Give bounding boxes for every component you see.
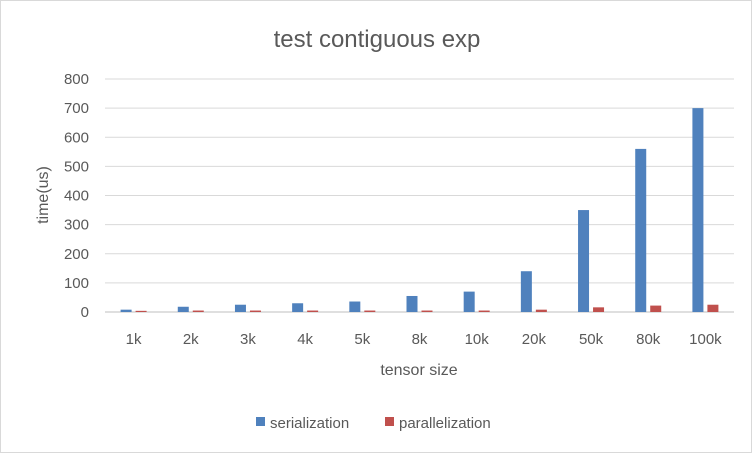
- bar-serialization-10k: [463, 291, 475, 312]
- y-tick-label: 200: [64, 246, 89, 263]
- bar-serialization-100k: [692, 108, 704, 312]
- bar-serialization-5k: [349, 301, 361, 312]
- y-tick-label: 0: [81, 304, 89, 321]
- y-tick-label: 600: [64, 129, 89, 146]
- y-tick-label: 300: [64, 217, 89, 234]
- bar-parallelization-20k: [535, 309, 547, 312]
- legend-label-parallelization: parallelization: [399, 415, 491, 432]
- x-tick-label: 4k: [297, 331, 313, 348]
- bar-serialization-80k: [635, 148, 647, 312]
- gridlines: [105, 78, 734, 313]
- bar-serialization-50k: [578, 210, 590, 312]
- y-tick-label: 800: [64, 71, 89, 88]
- x-axis-ticks: 1k 2k 3k 4k 5k 8k 10k 20k 50k 80k 100k: [126, 331, 723, 348]
- y-axis-title: time(us): [35, 166, 52, 224]
- legend: serialization parallelization: [256, 415, 491, 432]
- bar-parallelization-1k: [135, 310, 147, 312]
- bar-parallelization-50k: [593, 307, 605, 312]
- bar-parallelization-2k: [192, 310, 204, 312]
- x-axis-title: tensor size: [380, 362, 457, 379]
- x-tick-label: 80k: [636, 331, 661, 348]
- chart-title: test contiguous exp: [274, 26, 481, 53]
- bar-serialization-4k: [292, 303, 304, 312]
- bar-serialization-20k: [520, 271, 532, 312]
- y-tick-label: 700: [64, 100, 89, 117]
- x-tick-label: 2k: [183, 331, 199, 348]
- bar-parallelization-3k: [249, 310, 261, 312]
- y-tick-label: 500: [64, 158, 89, 175]
- x-tick-label: 10k: [465, 331, 490, 348]
- bars: [120, 108, 719, 312]
- x-tick-label: 1k: [126, 331, 142, 348]
- x-tick-label: 20k: [522, 331, 547, 348]
- bar-serialization-8k: [406, 295, 418, 312]
- bar-parallelization-10k: [478, 310, 490, 312]
- bar-parallelization-100k: [707, 304, 719, 312]
- bar-parallelization-4k: [307, 310, 319, 312]
- legend-label-serialization: serialization: [270, 415, 349, 432]
- y-tick-label: 400: [64, 188, 89, 205]
- legend-swatch-parallelization: [385, 417, 394, 426]
- bar-parallelization-5k: [364, 310, 376, 312]
- bar-parallelization-80k: [650, 305, 662, 312]
- x-tick-label: 8k: [412, 331, 428, 348]
- bar-serialization-1k: [120, 309, 132, 312]
- bar-serialization-3k: [234, 304, 246, 312]
- y-axis-ticks: 0 100 200 300 400 500 600 700 800: [64, 71, 89, 321]
- y-tick-label: 100: [64, 275, 89, 292]
- legend-swatch-serialization: [256, 417, 265, 426]
- x-tick-label: 3k: [240, 331, 256, 348]
- x-tick-label: 50k: [579, 331, 604, 348]
- x-tick-label: 5k: [354, 331, 370, 348]
- bar-parallelization-8k: [421, 310, 433, 312]
- x-tick-label: 100k: [689, 331, 722, 348]
- bar-serialization-2k: [177, 306, 189, 312]
